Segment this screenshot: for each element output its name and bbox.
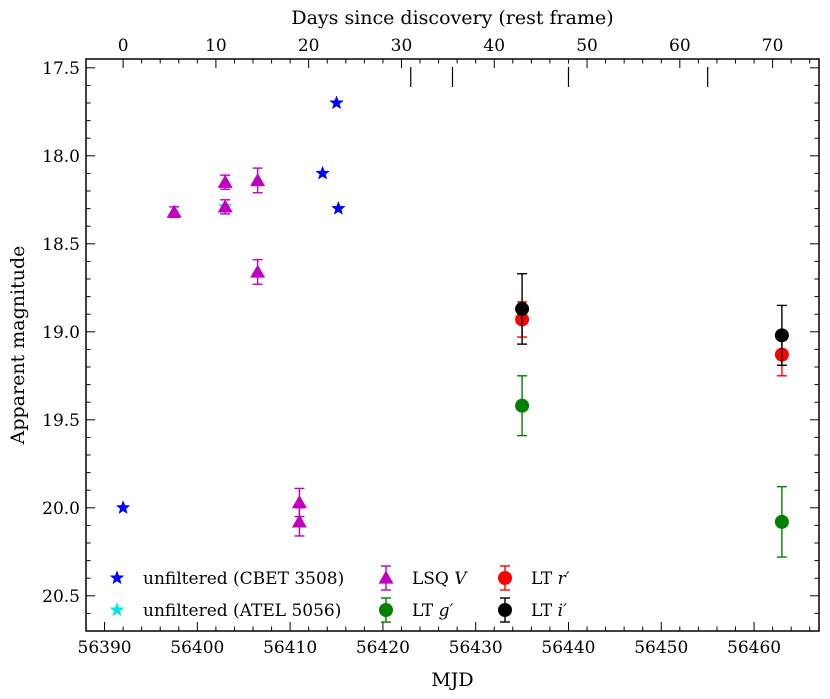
- axis-ticks: 56390 56400 56410 56420 56430 56440 56450 56460…: [42, 36, 819, 658]
- x-tick-label: 56400: [170, 638, 224, 658]
- data-point-series-3: [774, 514, 789, 529]
- x-tick-label: 56410: [263, 638, 317, 658]
- data-point-series-2: [250, 172, 266, 187]
- legend-label-band: g′: [433, 601, 453, 621]
- data-point-series-0: [329, 95, 344, 110]
- y-tick-label: 20.0: [42, 499, 80, 519]
- legend-label: LT g′: [412, 601, 454, 621]
- y-tick-label: 18.5: [42, 235, 80, 255]
- top-tick-label: 0: [118, 36, 129, 56]
- y-tick-label: 19.5: [42, 411, 80, 431]
- y-axis-label: Apparent magnitude: [7, 246, 29, 446]
- data-point-series-0: [315, 165, 330, 180]
- data-point-series-2: [291, 495, 307, 509]
- legend-marker: [109, 602, 125, 617]
- data-point-series-5: [774, 328, 789, 343]
- data-point-series-2: [217, 199, 233, 213]
- top-axis-label: Days since discovery (rest frame): [291, 7, 613, 29]
- legend-label-text: LSQ: [412, 569, 449, 589]
- plot-frame: [85, 58, 820, 632]
- top-tick-label: 60: [669, 36, 691, 56]
- legend-label: unfiltered (CBET 3508): [143, 569, 344, 589]
- x-tick-label: 56460: [727, 638, 781, 658]
- data-point-series-2: [166, 204, 182, 218]
- legend-marker: [378, 570, 394, 584]
- top-tick-label: 10: [205, 36, 227, 56]
- x-tick-label: 56390: [78, 638, 132, 658]
- top-tick-label: 70: [762, 36, 784, 56]
- x-axis-label: MJD: [431, 669, 473, 691]
- legend-marker: [498, 603, 512, 617]
- legend-label-text: LT: [531, 601, 553, 621]
- data-point-series-2: [291, 514, 307, 528]
- x-tick-label: 56440: [541, 638, 595, 658]
- x-tick-label: 56420: [356, 638, 410, 658]
- legend-label: LSQ V: [412, 569, 468, 589]
- top-tick-label: 40: [483, 36, 505, 56]
- legend-label-band: i′: [552, 601, 567, 621]
- top-tick-label: 20: [298, 36, 320, 56]
- data-point-series-2: [250, 264, 266, 278]
- data-point-series-0: [331, 200, 346, 215]
- legend-label-band: r′: [552, 569, 570, 589]
- data-point-series-2: [217, 174, 233, 188]
- legend-label: LT i′: [531, 601, 567, 621]
- legend-marker: [109, 570, 125, 585]
- y-tick-label: 18.0: [42, 147, 80, 167]
- x-tick-label: 56450: [634, 638, 688, 658]
- legend-label-text: LT: [412, 601, 434, 621]
- legend-label-text: unfiltered (ATEL 5056): [143, 601, 341, 621]
- data-point-series-0: [115, 500, 131, 515]
- data-point-series-5: [515, 301, 530, 316]
- top-tick-label: 50: [576, 36, 598, 56]
- y-tick-label: 17.5: [42, 59, 80, 79]
- y-tick-label: 20.5: [42, 587, 80, 607]
- data-point-series-3: [515, 398, 530, 413]
- legend-label-text: unfiltered (CBET 3508): [143, 569, 344, 589]
- legend-marker: [379, 603, 393, 617]
- top-tick-label: 30: [391, 36, 413, 56]
- legend-label-text: LT: [531, 569, 553, 589]
- x-tick-label: 56430: [449, 638, 503, 658]
- legend-label-band: V: [449, 569, 468, 589]
- plot-marks: [115, 67, 789, 558]
- legend-marker: [498, 571, 512, 585]
- legend-label: unfiltered (ATEL 5056): [143, 601, 341, 621]
- legend: unfiltered (CBET 3508) LSQ V LT r′ unfilter…: [109, 565, 570, 623]
- y-tick-label: 19.0: [42, 323, 80, 343]
- legend-label: LT r′: [531, 569, 570, 589]
